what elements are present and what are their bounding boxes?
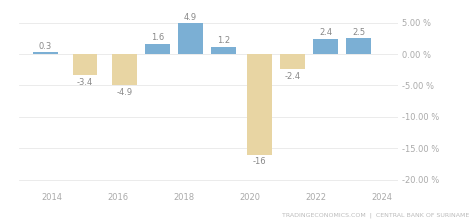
Bar xyxy=(346,38,371,54)
Bar xyxy=(145,44,170,54)
Text: -4.9: -4.9 xyxy=(117,88,133,97)
Bar xyxy=(112,54,137,85)
Text: 2.5: 2.5 xyxy=(352,28,365,37)
Text: -2.4: -2.4 xyxy=(284,72,301,81)
Text: 1.6: 1.6 xyxy=(151,33,164,42)
Text: -3.4: -3.4 xyxy=(77,78,93,87)
Text: 2.4: 2.4 xyxy=(319,28,332,37)
Text: 4.9: 4.9 xyxy=(184,13,197,22)
Bar xyxy=(178,23,203,54)
Text: -16: -16 xyxy=(253,158,266,167)
Bar xyxy=(211,46,236,54)
Text: 0.3: 0.3 xyxy=(39,42,52,51)
Bar xyxy=(33,52,58,54)
Bar xyxy=(280,54,305,69)
Text: 1.2: 1.2 xyxy=(217,36,230,45)
Text: TRADINGECONOMICS.COM  |  CENTRAL BANK OF SURINAME: TRADINGECONOMICS.COM | CENTRAL BANK OF S… xyxy=(282,212,469,218)
Bar xyxy=(247,54,272,155)
Bar xyxy=(313,39,338,54)
Bar xyxy=(73,54,97,75)
